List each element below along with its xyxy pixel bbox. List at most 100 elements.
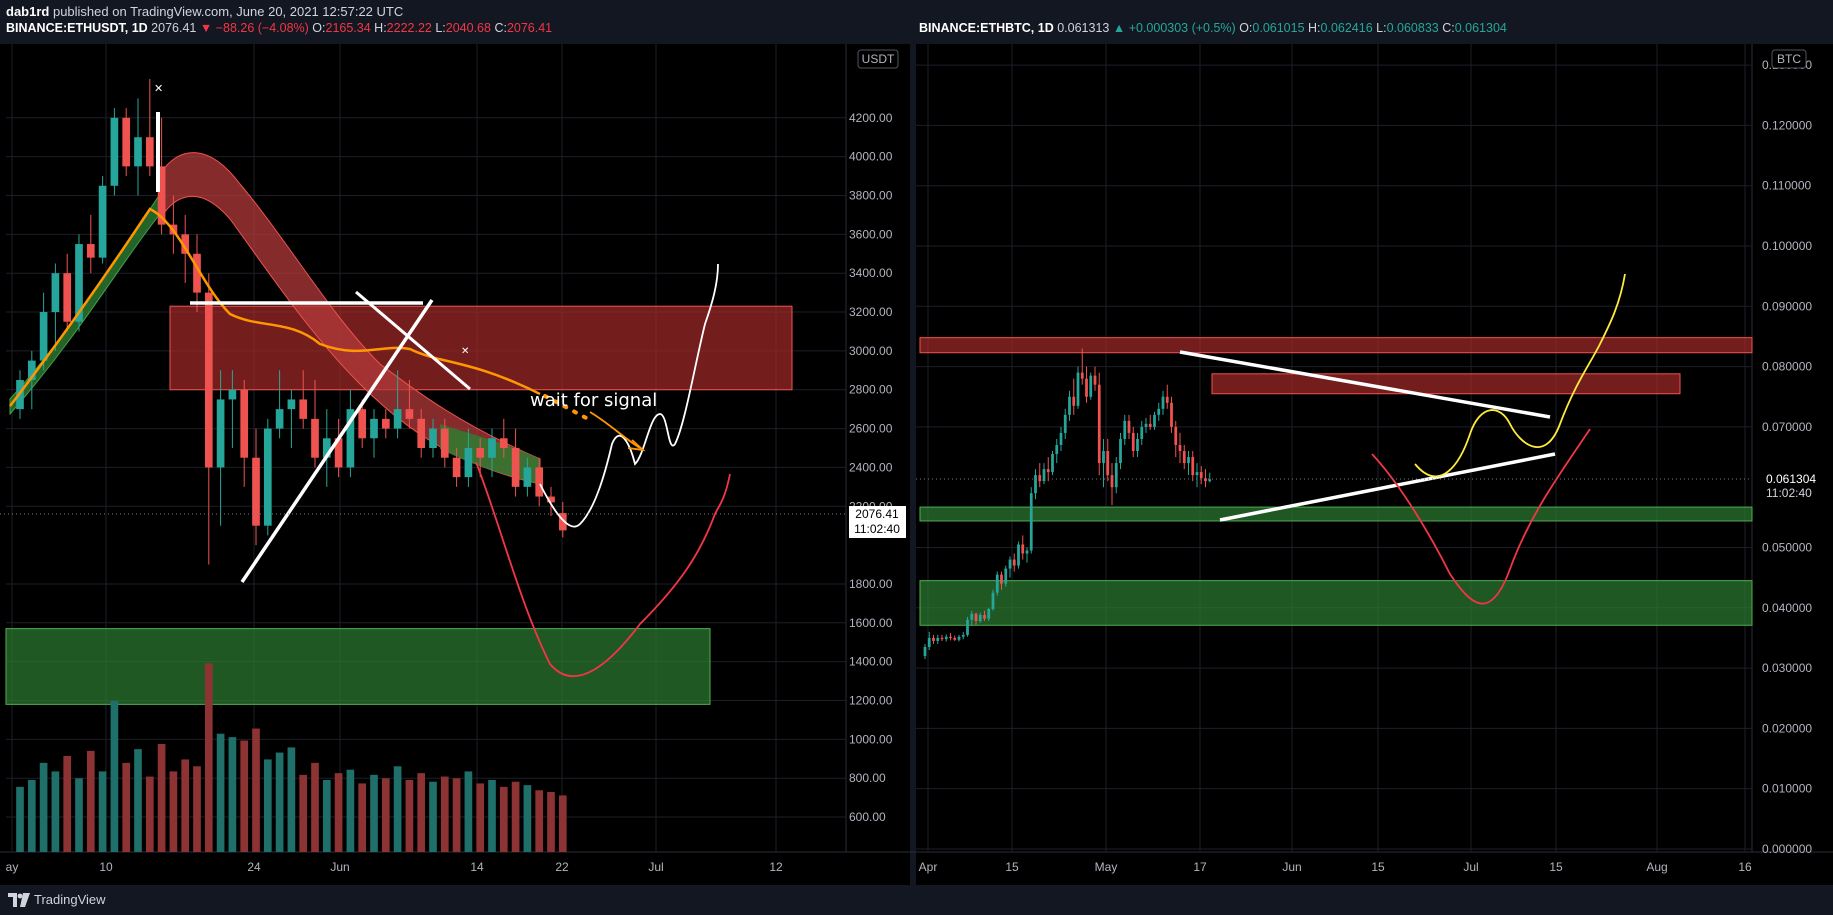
candle-body [1161, 396, 1165, 409]
candle-body [204, 292, 213, 468]
volume-bar [39, 762, 48, 852]
symbol-name[interactable]: BINANCE:ETHUSDT, 1D [6, 21, 148, 35]
open-value: 0.061015 [1252, 21, 1305, 35]
candle-body [1178, 444, 1182, 452]
x-tick-label: 15 [1549, 860, 1563, 874]
candle-body [1000, 574, 1003, 584]
candle-body [991, 592, 995, 609]
candle-body [1182, 451, 1186, 464]
resistance-zone [169, 305, 793, 391]
volume-bar [499, 786, 508, 852]
trend-line-down [355, 290, 471, 391]
volume-bar [311, 762, 319, 852]
volume-bar [535, 790, 544, 852]
y-tick-label: 0.090000 [1762, 299, 1812, 313]
candle-body [287, 399, 296, 410]
volume-bar [275, 752, 284, 852]
candle-body [1136, 438, 1139, 452]
volume-bar [452, 778, 461, 852]
y-tick-label: 3600.00 [849, 227, 893, 241]
support-upper-zone [919, 506, 1753, 522]
y-tick-label: 2800.00 [849, 383, 893, 397]
panel-divider[interactable] [910, 44, 916, 885]
candle-body [1195, 472, 1199, 476]
charts-canvas[interactable]: ✕ ✕ wait for signal 4200.00 4000.00 3800.0… [0, 44, 1833, 885]
currency-tag[interactable] [1771, 49, 1807, 69]
x-tick-label: Jul [648, 860, 663, 874]
candle-body [1059, 432, 1063, 445]
candle-body [476, 448, 485, 458]
author-name[interactable]: dab1rd [6, 4, 50, 19]
volume-bar [523, 785, 532, 852]
candle-body [405, 409, 414, 419]
y-tick-label: 2400.00 [849, 460, 893, 474]
y-tick-label: 3200.00 [849, 305, 893, 319]
candle-body [1042, 469, 1046, 482]
candle-body [429, 428, 437, 448]
candle-body [1008, 559, 1012, 569]
candle-body [370, 418, 378, 439]
candle-body [240, 389, 249, 458]
last-price-badge [849, 506, 906, 538]
y-tick-label: 1000.00 [849, 732, 893, 746]
candle-body [535, 467, 544, 497]
candle-body [86, 244, 95, 258]
high-value: 0.062416 [1320, 21, 1373, 35]
volume-bars [16, 663, 567, 852]
candle-body [1093, 375, 1097, 385]
projection-dots [543, 394, 592, 422]
candle-body [252, 457, 260, 526]
x-tick-label: Jul [1463, 860, 1478, 874]
last-price: 0.061313 [1057, 21, 1110, 35]
candle-body [1076, 372, 1080, 406]
y-tick-label: 0.040000 [1762, 601, 1812, 615]
volume-bar [346, 769, 355, 852]
right-zones [919, 337, 1753, 626]
candle-body [511, 448, 520, 487]
candle-body [51, 273, 60, 313]
volume-bar [558, 795, 567, 852]
right-price-axis[interactable] [1752, 44, 1833, 852]
candle-body [346, 409, 355, 468]
candle-body [932, 637, 935, 641]
volume-bar [322, 780, 331, 852]
volume-bar [63, 756, 72, 852]
candle-body [1127, 420, 1131, 433]
volume-bar [16, 786, 24, 852]
currency-label: BTC [1777, 52, 1801, 66]
candle-body [299, 399, 308, 419]
candle-body [1106, 451, 1110, 476]
candle-body [1199, 472, 1203, 479]
candle-body [1148, 423, 1152, 427]
y-tick-label: 0.010000 [1762, 782, 1812, 796]
currency-tag[interactable] [857, 49, 899, 69]
candle-body [381, 418, 390, 429]
candle-body [949, 636, 952, 638]
y-tick-label: 0.000000 [1762, 842, 1812, 856]
header-bar: dab1rd published on TradingView.com, Jun… [0, 0, 1833, 44]
marker-x: ✕ [461, 346, 469, 357]
candle-body [75, 244, 83, 322]
candle-body [1131, 432, 1135, 452]
left-price-axis[interactable] [846, 44, 914, 852]
publish-info: dab1rd published on TradingView.com, Jun… [6, 4, 403, 19]
candle-body [417, 418, 426, 448]
candle-body [978, 615, 982, 622]
volume-bar [75, 778, 83, 852]
candle-body [558, 513, 567, 531]
tradingview-logo-icon[interactable] [8, 893, 30, 907]
annotation-arrowhead [627, 439, 646, 452]
volume-bar [228, 737, 237, 852]
symbol-name[interactable]: BINANCE:ETHBTC, 1D [919, 21, 1054, 35]
white-projection [539, 263, 719, 528]
volume-bar [181, 759, 190, 852]
candle-body [39, 312, 48, 361]
x-tick-label: Jun [1282, 860, 1301, 874]
candle-body [452, 457, 461, 478]
yellow-projection [1414, 273, 1626, 478]
volume-bar [98, 771, 107, 852]
candle-body [1051, 454, 1054, 473]
brand-name[interactable]: TradingView [34, 892, 106, 907]
candle-body [970, 613, 974, 620]
y-tick-label: 2600.00 [849, 422, 893, 436]
